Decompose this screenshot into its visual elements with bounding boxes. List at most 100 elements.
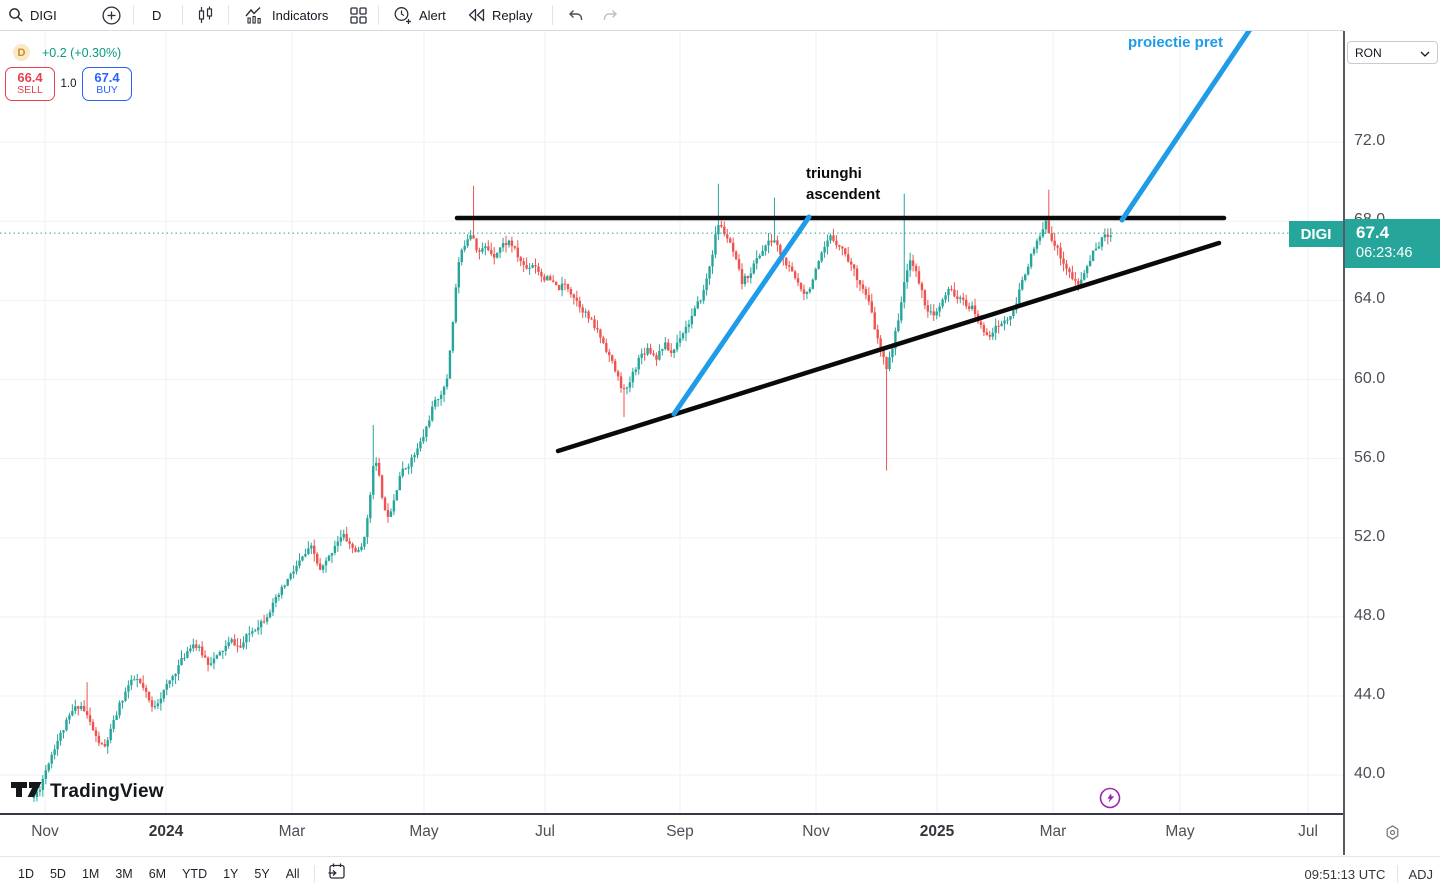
range-1m[interactable]: 1M bbox=[74, 867, 107, 881]
interval-badge[interactable]: D bbox=[13, 44, 30, 61]
alert-button[interactable]: Alert bbox=[393, 0, 446, 30]
replay-button[interactable]: Replay bbox=[467, 0, 532, 30]
chart-area: D +0.2 (+0.30%) 66.4 SELL 1.0 67.4 BUY t… bbox=[0, 31, 1343, 814]
order-panel: 66.4 SELL 1.0 67.4 BUY bbox=[5, 67, 132, 101]
indicators-label: Indicators bbox=[272, 7, 329, 23]
price-tick: 56.0 bbox=[1354, 448, 1386, 466]
last-price-label: 67.4 06:23:46 bbox=[1345, 219, 1440, 268]
alert-clock-icon bbox=[393, 6, 413, 25]
price-axis-separator bbox=[1343, 31, 1345, 855]
alert-label: Alert bbox=[419, 7, 446, 23]
time-tick[interactable]: 2024 bbox=[148, 823, 184, 840]
support_line bbox=[555, 240, 1222, 454]
time-tick[interactable]: Jul bbox=[1298, 823, 1318, 840]
bottombar-separator bbox=[313, 865, 315, 883]
range-all[interactable]: All bbox=[278, 867, 308, 881]
price-tick: 40.0 bbox=[1354, 765, 1386, 783]
toolbar-separator bbox=[133, 5, 134, 25]
go-to-date-button[interactable] bbox=[321, 862, 347, 886]
time-tick[interactable]: May bbox=[409, 823, 439, 840]
range-3m[interactable]: 3M bbox=[107, 867, 140, 881]
breakout_line bbox=[671, 214, 812, 417]
time-tick[interactable]: Mar bbox=[278, 823, 306, 840]
price-axis[interactable]: RON 72.068.064.060.056.052.048.044.040.0… bbox=[1345, 31, 1440, 855]
buy-label: BUY bbox=[96, 84, 118, 97]
currency-select[interactable]: RON bbox=[1347, 41, 1438, 64]
sell-price: 66.4 bbox=[17, 70, 43, 86]
last-price-symbol-tag: DIGI bbox=[1289, 221, 1343, 247]
layout-grid-icon bbox=[350, 6, 367, 24]
time-tick[interactable]: Sep bbox=[666, 823, 694, 840]
buy-price: 67.4 bbox=[94, 70, 120, 86]
indicators-button[interactable]: Indicators bbox=[245, 0, 328, 30]
sell-button[interactable]: 66.4 SELL bbox=[5, 67, 55, 101]
time-tick[interactable]: Nov bbox=[802, 823, 830, 840]
time-tick[interactable]: Jul bbox=[535, 823, 555, 840]
range-5d[interactable]: 5D bbox=[42, 867, 74, 881]
top-toolbar: DIGI D Indicators bbox=[0, 0, 1344, 31]
spread-value: 1.0 bbox=[60, 78, 77, 90]
range-ytd[interactable]: YTD bbox=[174, 867, 215, 881]
server-clock[interactable]: 09:51:13 UTC bbox=[1304, 866, 1386, 882]
price-tick: 44.0 bbox=[1354, 686, 1386, 704]
toolbar-separator bbox=[182, 5, 183, 25]
price-tick: 60.0 bbox=[1354, 369, 1386, 387]
currency-value: RON bbox=[1355, 45, 1382, 60]
calendar-icon bbox=[327, 862, 347, 886]
chart-bottom-border bbox=[0, 813, 1440, 815]
candlestick-chart[interactable] bbox=[0, 31, 1343, 814]
price-tick: 52.0 bbox=[1354, 527, 1386, 545]
price-tick: 64.0 bbox=[1354, 290, 1386, 308]
buy-button[interactable]: 67.4 BUY bbox=[82, 67, 132, 101]
tradingview-logo-text: TradingView bbox=[50, 781, 164, 802]
chart-style-button[interactable] bbox=[197, 0, 214, 30]
lightning-icon bbox=[1098, 786, 1122, 815]
toolbar-separator bbox=[552, 5, 553, 25]
price-tick: 48.0 bbox=[1354, 606, 1386, 624]
projection_line bbox=[1119, 31, 1252, 223]
axis-settings-corner[interactable] bbox=[1345, 815, 1440, 855]
symbol-legend[interactable]: D +0.2 (+0.30%) bbox=[13, 44, 121, 61]
redo-button[interactable] bbox=[602, 0, 620, 30]
bottom-toolbar: 1D 5D 1M 3M 6M YTD 1Y 5Y All 09:51:13 UTC ADJ bbox=[0, 856, 1440, 891]
add-symbol-button[interactable] bbox=[102, 0, 121, 30]
projection-annotation-label[interactable]: proiectie pret bbox=[1128, 34, 1224, 51]
interval-button[interactable]: D bbox=[152, 0, 161, 30]
time-tick[interactable]: 2025 bbox=[919, 823, 955, 840]
last-price-value: 67.4 bbox=[1356, 223, 1390, 242]
replay-icon bbox=[467, 7, 486, 23]
chevron-down-icon bbox=[1420, 46, 1430, 60]
undo-icon bbox=[566, 8, 584, 22]
bar-countdown: 06:23:46 bbox=[1356, 245, 1413, 261]
range-1d[interactable]: 1D bbox=[10, 867, 42, 881]
gear-icon bbox=[1384, 824, 1401, 846]
time-axis[interactable]: Nov 2024 Mar May Jul Sep Nov 2025 Mar May Jul bbox=[0, 815, 1343, 855]
indicators-icon bbox=[245, 6, 265, 24]
symbol-search-button[interactable]: DIGI bbox=[8, 0, 57, 30]
tradingview-logo-icon bbox=[10, 780, 43, 804]
interval-label: D bbox=[152, 7, 162, 23]
candlestick-style-icon bbox=[197, 6, 214, 24]
range-5y[interactable]: 5Y bbox=[246, 867, 277, 881]
price-tick: 72.0 bbox=[1354, 132, 1386, 150]
plus-circle-icon bbox=[102, 5, 121, 25]
toolbar-separator bbox=[378, 5, 379, 25]
bottombar-separator bbox=[1397, 865, 1399, 883]
symbol-name: DIGI bbox=[30, 7, 57, 23]
tradingview-logo[interactable]: TradingView bbox=[10, 780, 164, 804]
quick-trade-lightning-button[interactable] bbox=[1097, 787, 1123, 813]
undo-button[interactable] bbox=[566, 0, 584, 30]
time-tick[interactable]: Nov bbox=[31, 823, 59, 840]
range-6m[interactable]: 6M bbox=[141, 867, 174, 881]
time-tick[interactable]: Mar bbox=[1039, 823, 1067, 840]
range-1y[interactable]: 1Y bbox=[215, 867, 246, 881]
date-range-buttons: 1D 5D 1M 3M 6M YTD 1Y 5Y All bbox=[0, 867, 308, 881]
sell-label: SELL bbox=[17, 84, 43, 97]
triangle-annotation-label[interactable]: triunghi ascendent bbox=[806, 165, 881, 203]
candles bbox=[32, 183, 1112, 802]
time-tick[interactable]: May bbox=[1165, 823, 1195, 840]
layout-button[interactable] bbox=[350, 0, 367, 30]
search-icon bbox=[8, 7, 24, 23]
adjust-data-toggle[interactable]: ADJ bbox=[1398, 867, 1433, 882]
